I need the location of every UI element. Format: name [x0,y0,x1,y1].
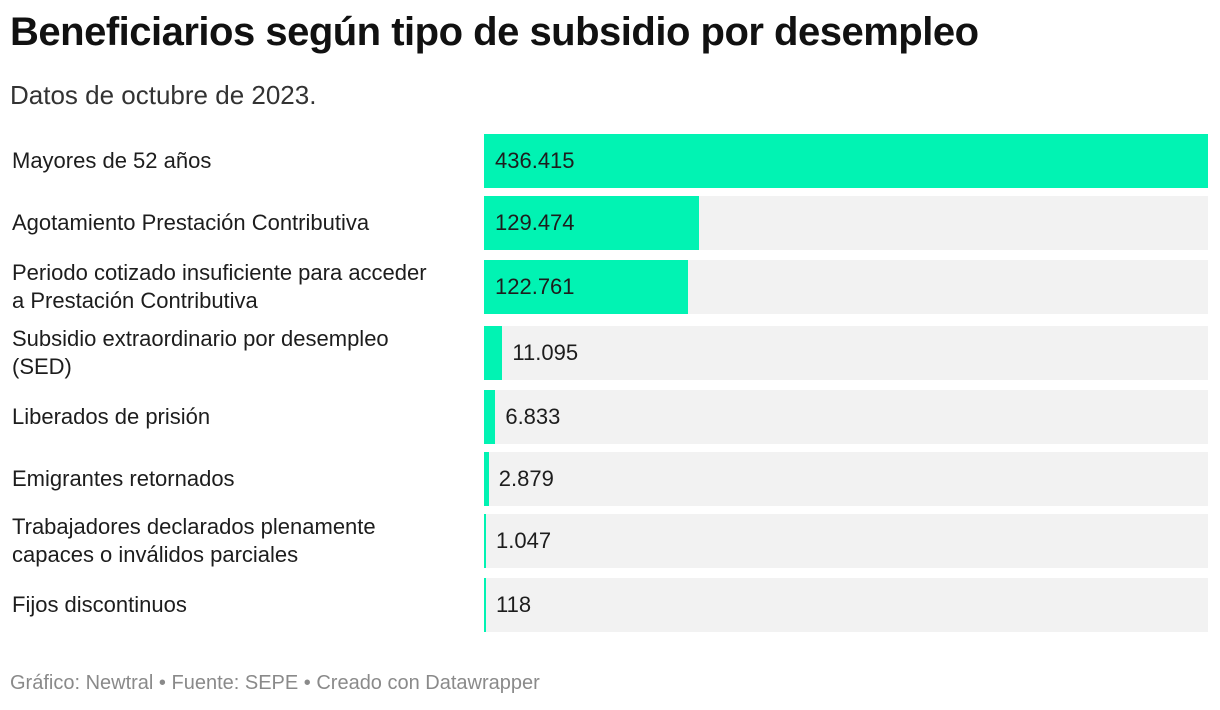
value-label: 6.833 [505,404,561,429]
category-label-line: Mayores de 52 años [12,148,212,173]
category-label-line: Agotamiento Prestación Contributiva [12,210,370,235]
bar [484,578,486,632]
value-label: 11.095 [512,340,579,365]
value-label: 1.047 [496,528,552,553]
chart-subtitle: Datos de octubre de 2023. [10,80,317,110]
category-label: Liberados de prisión [12,390,474,444]
chart-title: Beneficiarios según tipo de subsidio por… [10,10,979,54]
value-label: 122.761 [495,274,575,299]
category-label: Mayores de 52 años [12,134,474,188]
bar-track [484,452,1208,506]
category-label: Fijos discontinuos [12,578,474,632]
category-label-line: Emigrantes retornados [12,466,235,491]
value-label: 2.879 [498,466,554,491]
value-label: 436.415 [495,148,575,173]
category-label: Agotamiento Prestación Contributiva [12,196,474,250]
value-label: 118 [496,592,532,617]
bar [484,452,489,506]
bar [484,134,1208,188]
bar [484,390,496,444]
bar-track [484,326,1208,380]
category-label: Emigrantes retornados [12,452,474,506]
bar [484,514,486,568]
category-label-line: Subsidio extraordinario por desempleo [12,326,389,351]
bar-track [484,578,1208,632]
category-label: Periodo cotizado insuficiente para acced… [12,260,474,314]
category-label-line: Trabajadores declarados plenamente [12,514,376,539]
bar [484,326,503,380]
bar [484,196,699,250]
chart-footer: Gráfico: Newtral • Fuente: SEPE • Creado… [10,672,540,694]
value-label: 129.474 [495,210,575,235]
category-label-line: Liberados de prisión [12,404,211,429]
category-label-line: a Prestación Contributiva [12,288,258,313]
category-label: Subsidio extraordinario por desempleo (SE… [12,326,474,380]
category-label-line: Periodo cotizado insuficiente para acced… [12,260,427,285]
category-label-line: Fijos discontinuos [12,592,187,617]
category-label: Trabajadores declarados plenamente capace… [12,514,474,568]
bar-track [484,390,1208,444]
category-label-line: capaces o inválidos parciales [12,542,299,567]
bar-track [484,514,1208,568]
category-label-line: (SED) [12,354,72,379]
bar [484,260,688,314]
